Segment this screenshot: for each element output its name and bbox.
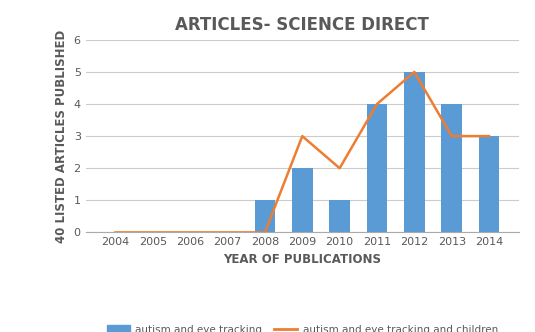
Bar [255, 200, 275, 232]
X-axis label: YEAR OF PUBLICATIONS: YEAR OF PUBLICATIONS [223, 253, 381, 266]
Bar [404, 72, 425, 232]
Title: ARTICLES- SCIENCE DIRECT: ARTICLES- SCIENCE DIRECT [175, 16, 429, 34]
Bar [292, 168, 312, 232]
Bar [479, 136, 499, 232]
Bar [366, 104, 387, 232]
Bar [441, 104, 462, 232]
Bar [330, 200, 350, 232]
Legend: autism and eye tracking, autism and eye tracking and children: autism and eye tracking, autism and eye … [103, 320, 502, 332]
Y-axis label: 40 LISTED ARTICLES PUBLISHED: 40 LISTED ARTICLES PUBLISHED [55, 30, 68, 243]
